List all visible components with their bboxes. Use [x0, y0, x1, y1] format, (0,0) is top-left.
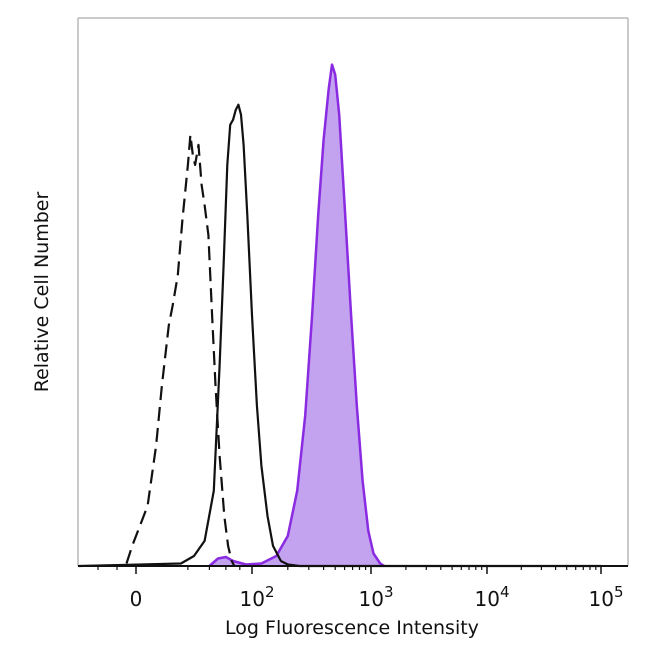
- x-tick-label: 105: [589, 583, 624, 611]
- x-tick-exponent: 3: [384, 583, 394, 601]
- series-dashed-line: [125, 133, 236, 567]
- x-tick-exponent: 5: [614, 583, 624, 601]
- series-solid-line: [78, 103, 601, 568]
- series-filled-area: [209, 64, 385, 566]
- x-tick-label: 0: [130, 587, 143, 611]
- series-filled-line: [208, 63, 385, 568]
- series-layer: [78, 63, 601, 568]
- x-tick-label: 102: [240, 583, 275, 611]
- x-tick-label: 104: [475, 583, 510, 611]
- y-axis-title: Relative Cell Number: [31, 192, 53, 393]
- x-axis-title: Log Fluorescence Intensity: [225, 617, 479, 639]
- x-tick-exponent: 4: [500, 583, 510, 601]
- plot-frame: [77, 17, 629, 566]
- x-tick-layer: 0 102 103 104 105: [97, 566, 624, 611]
- x-tick-label: 103: [359, 583, 394, 611]
- x-tick-exponent: 2: [265, 583, 275, 601]
